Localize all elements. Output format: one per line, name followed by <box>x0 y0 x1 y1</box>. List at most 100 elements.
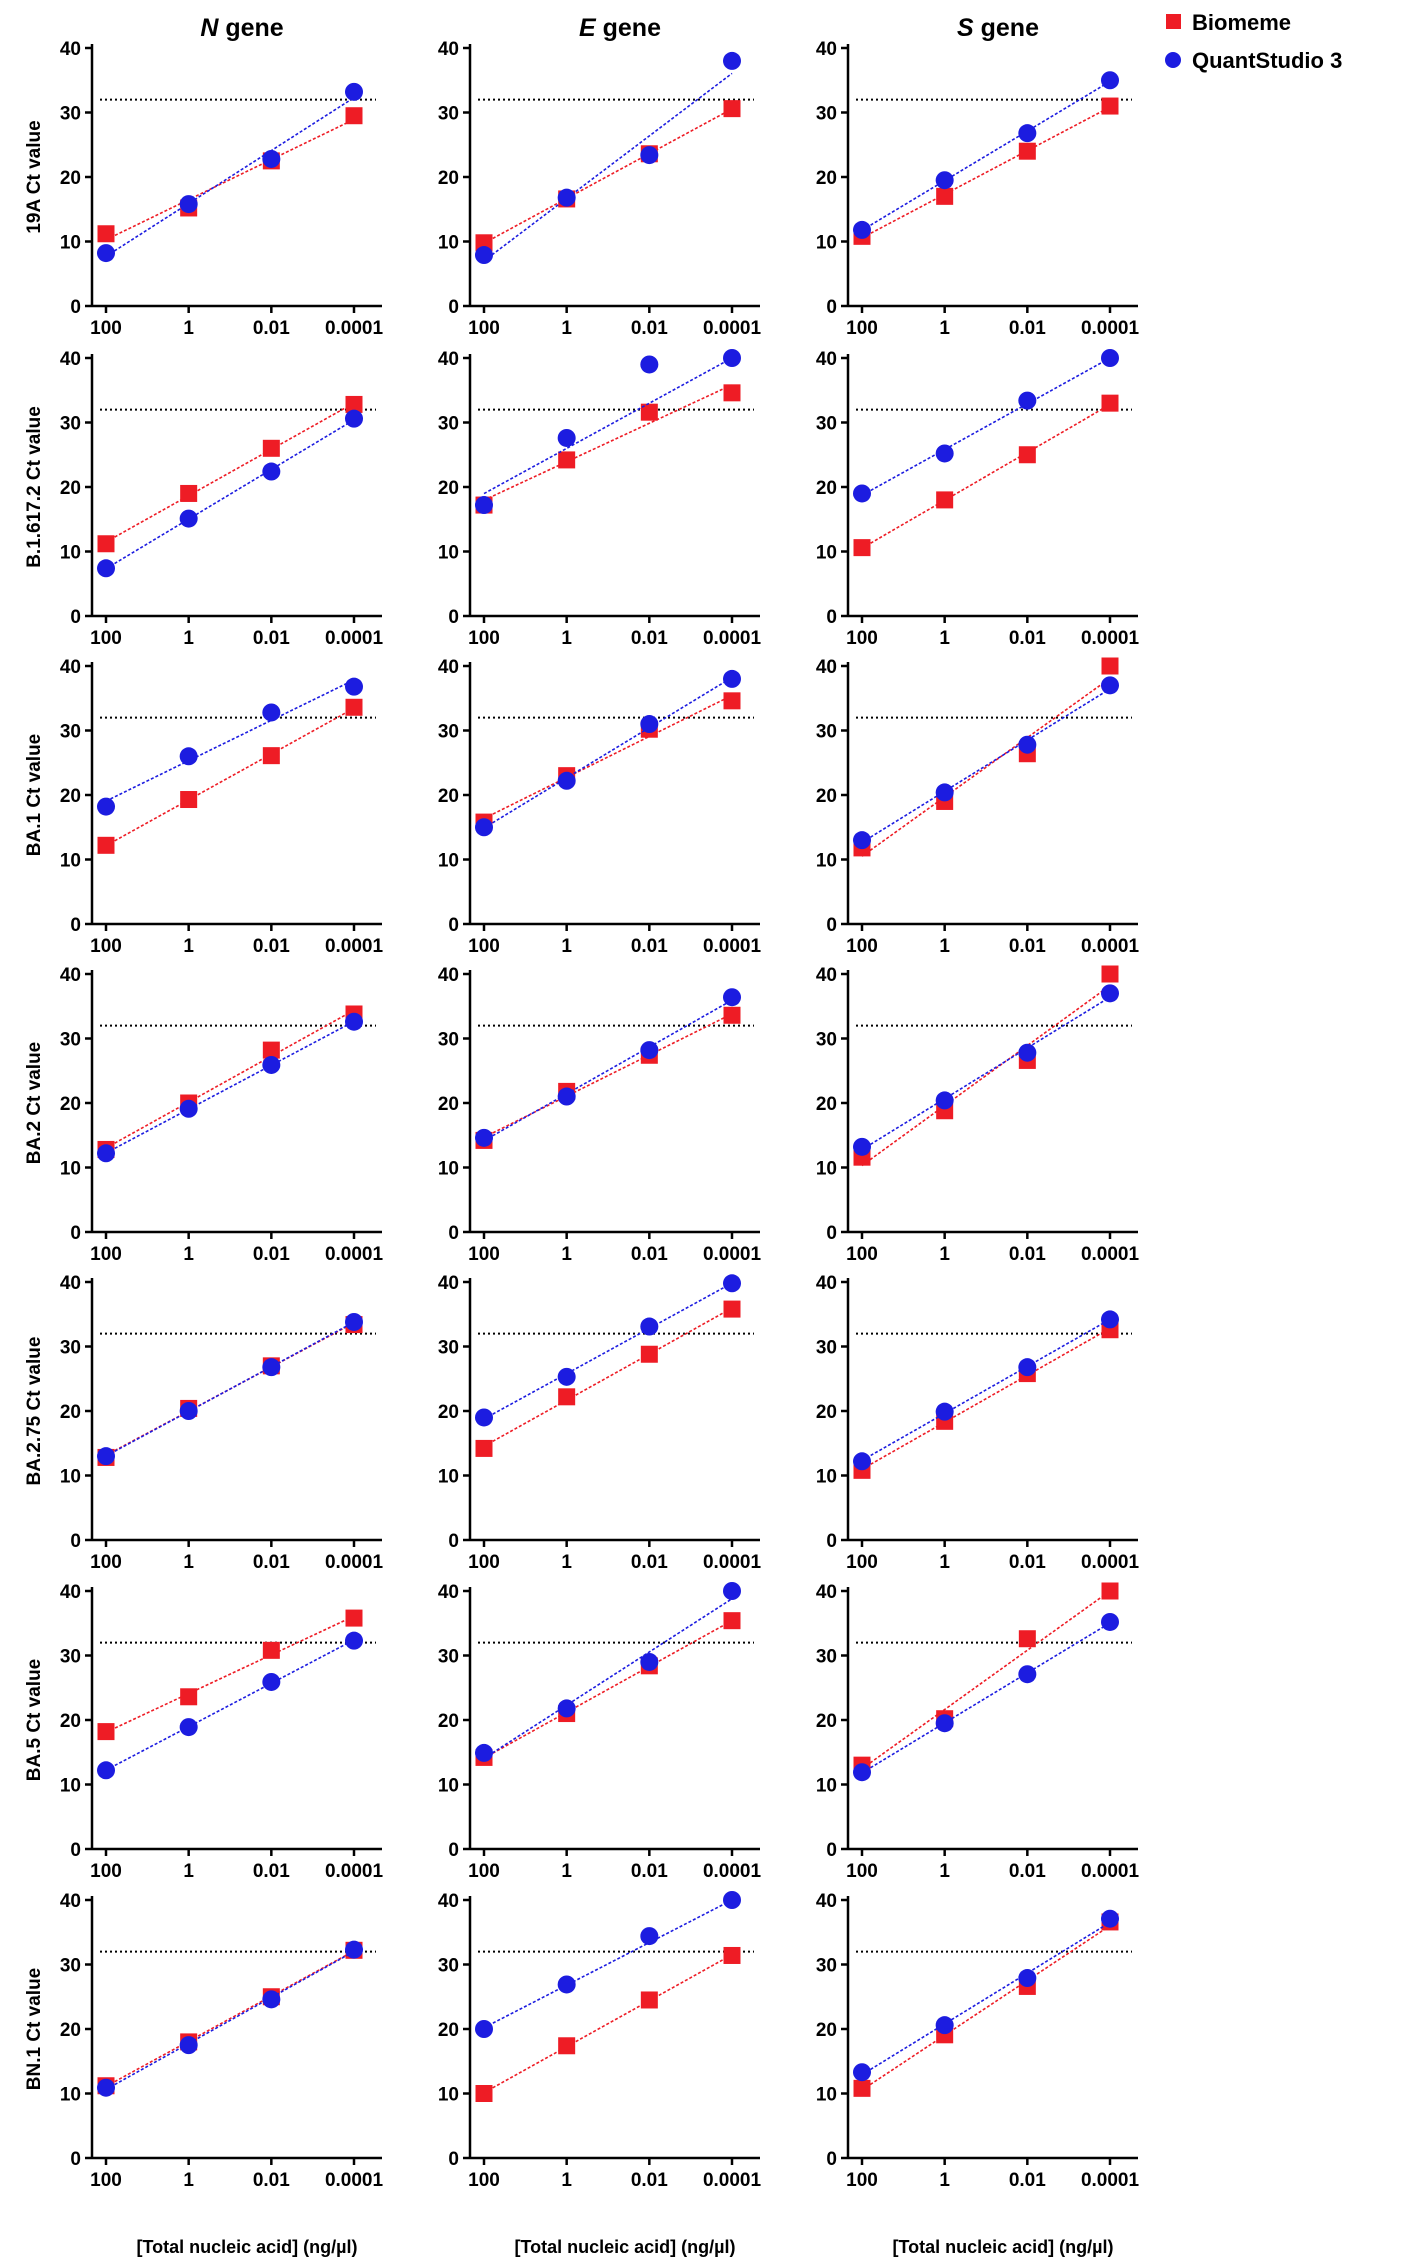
x-tick-label: 1 <box>183 318 194 339</box>
marker-quantstudio-3 <box>640 355 659 374</box>
marker-quantstudio-3 <box>1101 676 1119 695</box>
marker-quantstudio-3 <box>1018 735 1037 754</box>
y-tick-label: 20 <box>816 2020 837 2041</box>
fit-line-biomeme <box>861 1590 1111 1770</box>
fit-line-quantstudio-3 <box>861 1622 1111 1774</box>
panel-ba-1-n-gene: 0 10 20 30 40 100 1 0.01 0.0001 <box>60 657 384 957</box>
fit-line-quantstudio-3 <box>105 1639 355 1771</box>
column-title-suffix: gene <box>218 14 283 42</box>
marker-quantstudio-3 <box>262 1358 281 1377</box>
y-tick-label: 40 <box>816 1273 837 1294</box>
marker-quantstudio-3 <box>640 1317 659 1336</box>
x-tick-label: 100 <box>90 318 122 339</box>
legend-marker-quantstudio <box>1165 52 1181 68</box>
y-tick-label: 0 <box>70 1531 81 1552</box>
x-tick-label: 0.01 <box>631 628 668 649</box>
fit-line-quantstudio-3 <box>861 688 1111 844</box>
y-tick-label: 10 <box>438 1159 459 1180</box>
fit-line-biomeme <box>483 1307 733 1447</box>
y-tick-label: 20 <box>60 168 81 189</box>
x-tick-label: 0.0001 <box>703 936 762 957</box>
x-tick-label: 0.0001 <box>325 2170 384 2191</box>
y-tick-label: 20 <box>816 478 837 499</box>
y-tick-label: 40 <box>438 657 459 678</box>
marker-quantstudio-3 <box>179 509 198 528</box>
x-tick-label: 1 <box>183 1861 194 1882</box>
marker-quantstudio-3 <box>262 703 281 722</box>
y-tick-label: 20 <box>816 1094 837 1115</box>
marker-quantstudio-3 <box>557 1087 576 1106</box>
row-label-19a-ct-value: 19A Ct value <box>24 120 45 233</box>
marker-quantstudio-3 <box>1101 1310 1119 1329</box>
y-tick-label: 0 <box>826 1223 837 1244</box>
marker-quantstudio-3 <box>557 1699 576 1718</box>
fit-line-quantstudio-3 <box>105 96 355 258</box>
y-tick-label: 40 <box>438 965 459 986</box>
fit-line-biomeme <box>105 1950 355 2088</box>
x-tick-label: 0.0001 <box>703 318 762 339</box>
y-tick-label: 30 <box>438 1647 459 1668</box>
x-tick-label: 0.01 <box>1009 318 1046 339</box>
panel-b-1-617-2-s-gene: 0 10 20 30 40 100 1 0.01 0.0001 <box>816 349 1139 649</box>
marker-quantstudio-3 <box>640 1652 659 1671</box>
y-tick-label: 20 <box>438 1711 459 1732</box>
marker-quantstudio-3 <box>475 1743 493 1762</box>
y-tick-label: 40 <box>816 349 837 370</box>
fit-line-biomeme <box>483 108 733 244</box>
marker-quantstudio-3 <box>179 747 198 766</box>
marker-quantstudio-3 <box>557 1367 576 1386</box>
y-tick-label: 30 <box>438 1338 459 1359</box>
x-axis-title: [Total nucleic acid] (ng/µl) <box>136 2237 357 2257</box>
y-tick-label: 10 <box>816 1776 837 1797</box>
panel-19a-n-gene: 0 10 20 30 40 100 1 0.01 0.0001 <box>60 39 384 339</box>
marker-biomeme <box>723 1300 741 1318</box>
legend-label-quantstudio-3: QuantStudio 3 <box>1192 48 1342 73</box>
y-tick-label: 20 <box>438 168 459 189</box>
y-tick-label: 40 <box>816 1582 837 1603</box>
x-tick-label: 1 <box>561 1244 572 1265</box>
marker-quantstudio-3 <box>345 1631 363 1650</box>
y-tick-label: 10 <box>816 1159 837 1180</box>
x-tick-label: 0.01 <box>253 628 290 649</box>
row-labels: 19A Ct value B.1.617.2 Ct value BA.1 Ct va… <box>24 120 45 2090</box>
x-tick-label: 100 <box>468 1552 500 1573</box>
x-tick-label: 1 <box>939 628 950 649</box>
y-tick-label: 30 <box>60 1956 81 1977</box>
marker-quantstudio-3 <box>723 51 741 70</box>
x-tick-label: 100 <box>846 1861 878 1882</box>
marker-quantstudio-3 <box>345 82 363 101</box>
x-tick-label: 100 <box>846 1244 878 1265</box>
marker-quantstudio-3 <box>1018 1358 1037 1377</box>
x-tick-label: 100 <box>846 936 878 957</box>
x-tick-label: 100 <box>846 1552 878 1573</box>
y-tick-label: 30 <box>438 722 459 743</box>
marker-quantstudio-3 <box>853 1763 871 1782</box>
panel-ba-2-s-gene: 0 10 20 30 40 100 1 0.01 0.0001 <box>816 965 1140 1265</box>
fit-line-biomeme <box>105 1615 355 1733</box>
y-tick-label: 20 <box>438 2020 459 2041</box>
marker-biomeme <box>558 451 576 469</box>
y-tick-label: 10 <box>816 543 837 564</box>
marker-quantstudio-3 <box>935 1402 954 1421</box>
marker-biomeme <box>345 1609 363 1627</box>
marker-biomeme <box>723 384 741 402</box>
column-title-3: S gene <box>957 14 1039 42</box>
x-tick-label: 0.01 <box>253 1861 290 1882</box>
fit-line-quantstudio-3 <box>861 1921 1111 2076</box>
marker-quantstudio-3 <box>853 484 871 503</box>
x-tick-label: 0.01 <box>253 936 290 957</box>
x-tick-label: 1 <box>939 1244 950 1265</box>
x-tick-label: 0.01 <box>1009 1244 1046 1265</box>
marker-biomeme <box>640 1991 658 2009</box>
marker-quantstudio-3 <box>475 1128 493 1147</box>
marker-quantstudio-3 <box>262 1990 281 2009</box>
marker-quantstudio-3 <box>262 149 281 168</box>
marker-quantstudio-3 <box>475 1408 493 1427</box>
y-tick-label: 10 <box>816 2085 837 2106</box>
fit-line-quantstudio-3 <box>861 996 1111 1151</box>
marker-biomeme <box>723 1006 741 1024</box>
marker-quantstudio-3 <box>853 1137 871 1156</box>
marker-quantstudio-3 <box>723 988 741 1007</box>
